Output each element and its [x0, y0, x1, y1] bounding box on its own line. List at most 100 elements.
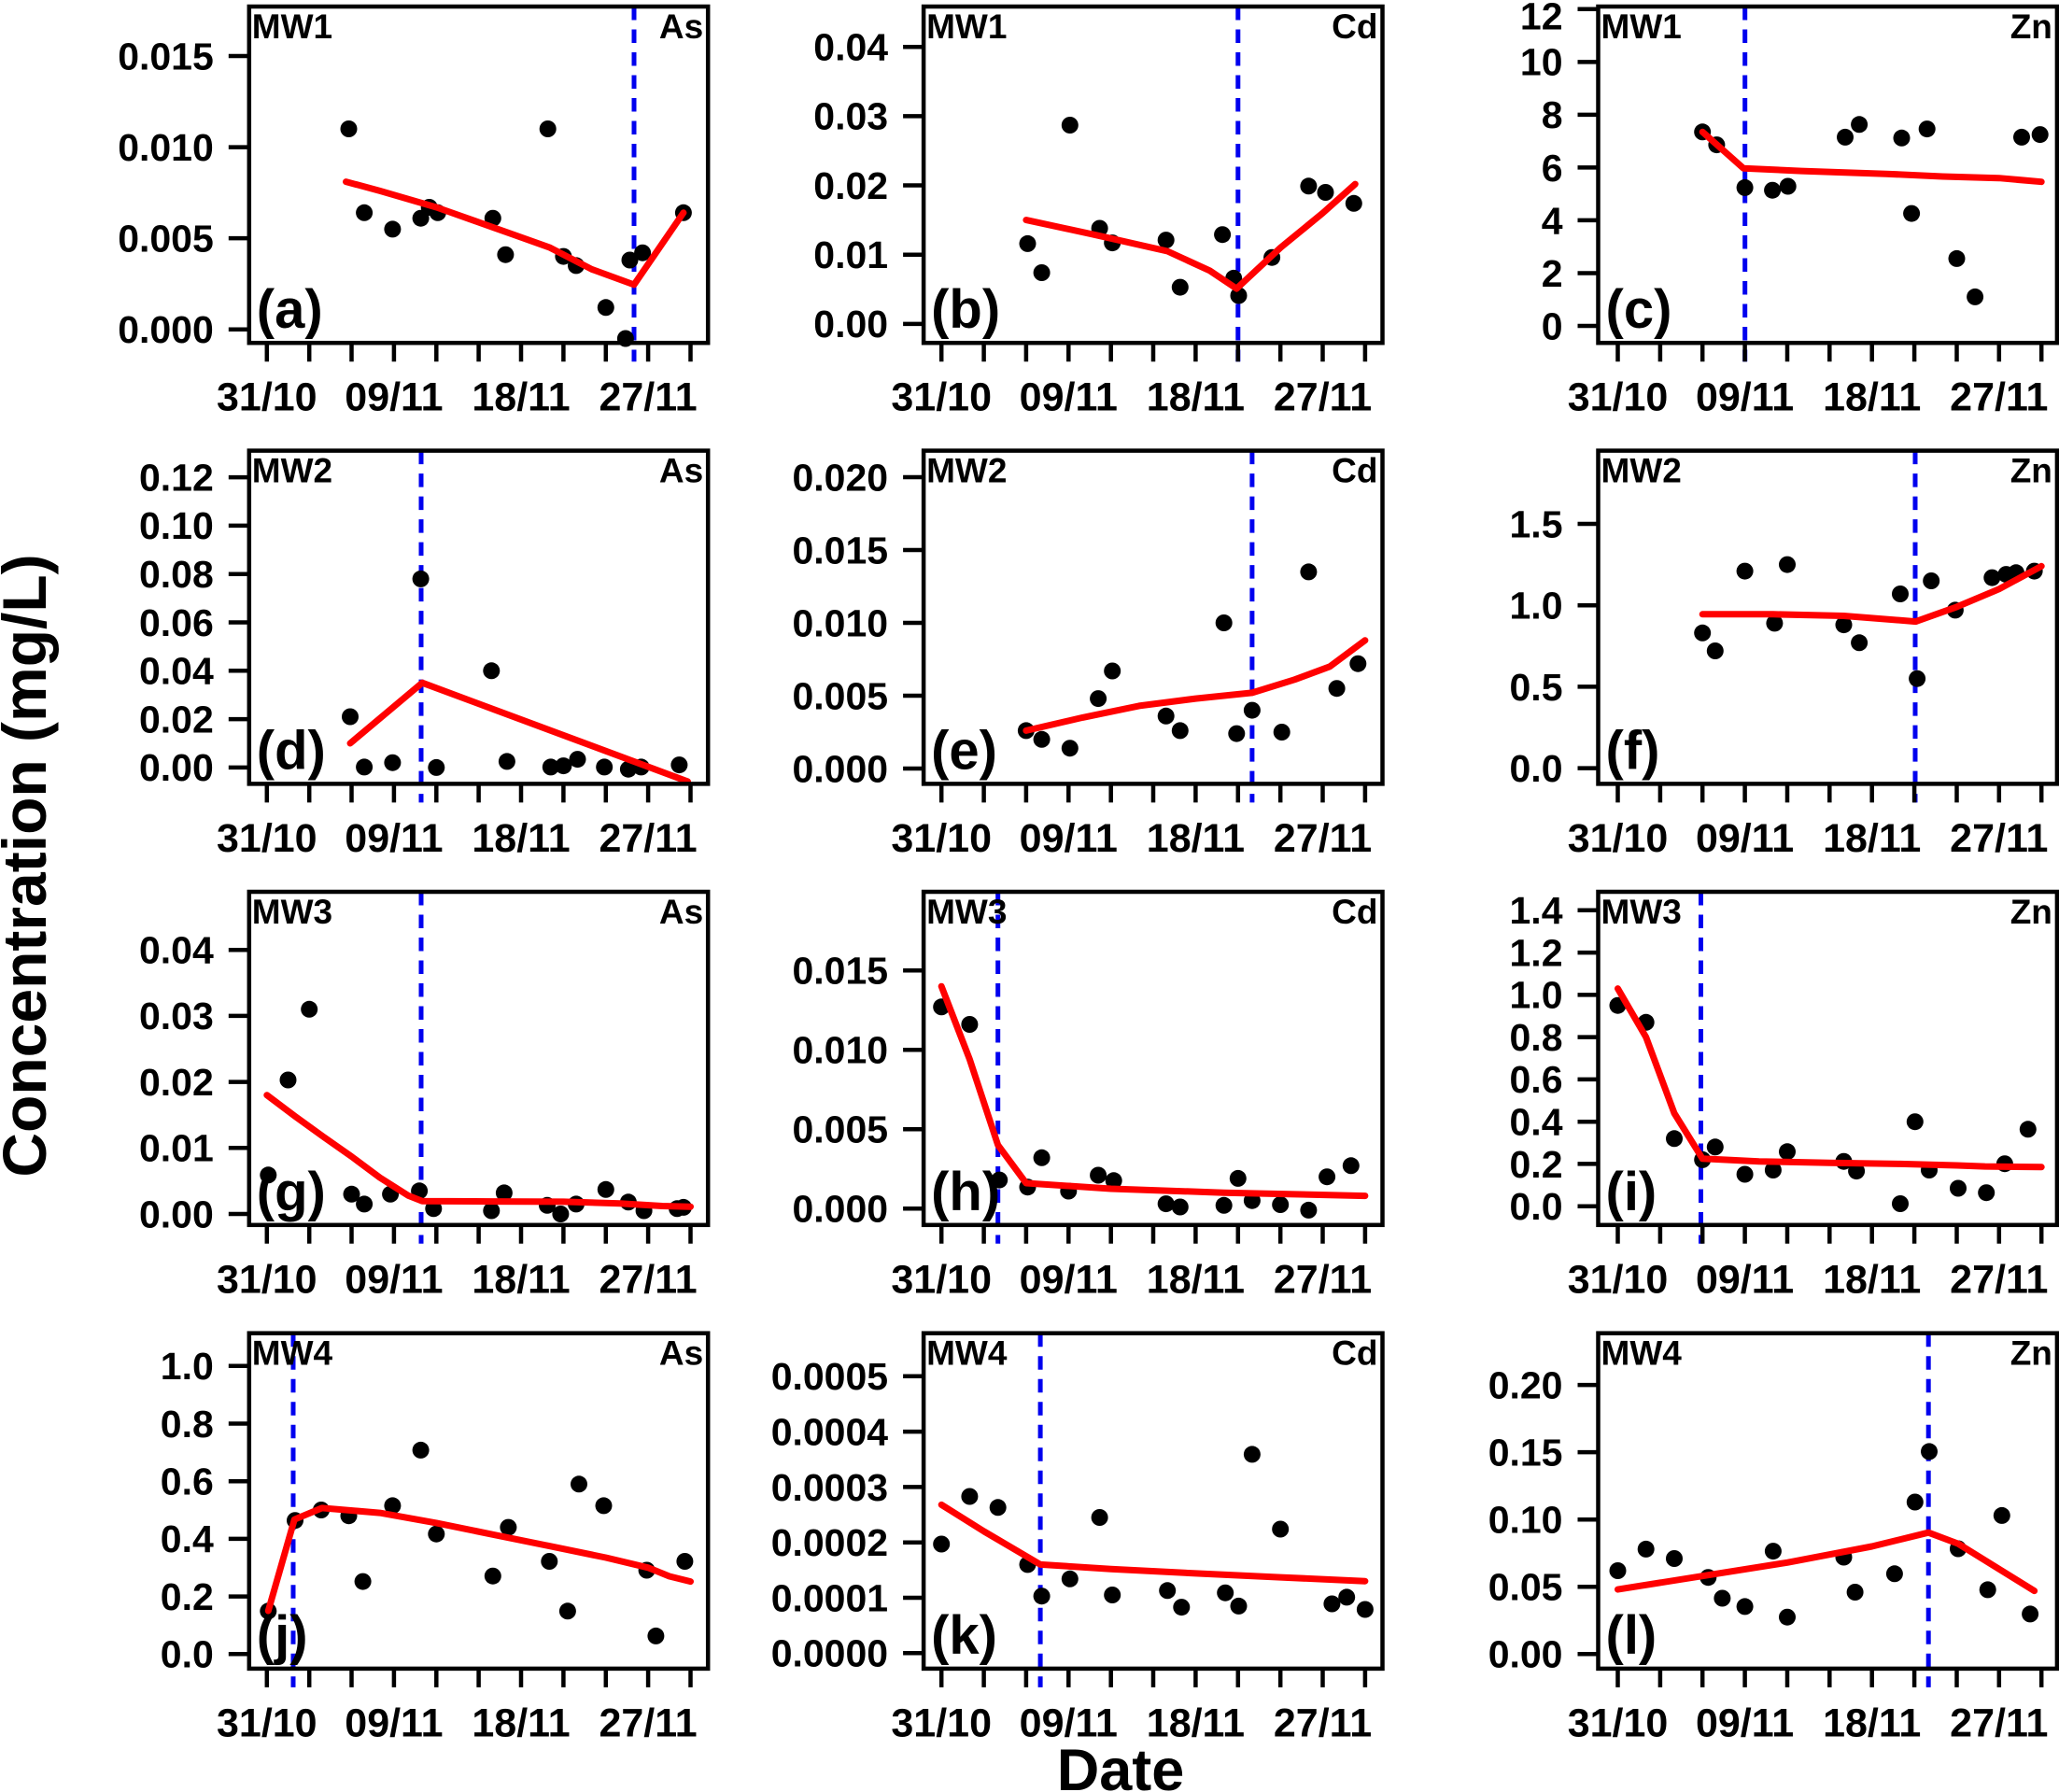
svg-text:09/11: 09/11 — [1020, 1257, 1118, 1302]
svg-text:0.0000: 0.0000 — [771, 1632, 888, 1675]
svg-text:0.010: 0.010 — [118, 126, 214, 169]
svg-text:0.04: 0.04 — [139, 650, 214, 693]
svg-text:0.01: 0.01 — [139, 1127, 214, 1170]
svg-text:09/11: 09/11 — [1696, 1700, 1794, 1745]
svg-text:09/11: 09/11 — [345, 375, 443, 420]
svg-text:31/10: 31/10 — [217, 1700, 317, 1745]
svg-text:0.5: 0.5 — [1510, 666, 1563, 709]
svg-text:0.0: 0.0 — [1510, 747, 1563, 790]
svg-text:31/10: 31/10 — [217, 816, 317, 861]
svg-text:09/11: 09/11 — [345, 1257, 443, 1302]
svg-text:0.010: 0.010 — [792, 1029, 888, 1072]
svg-text:0.0001: 0.0001 — [771, 1576, 888, 1619]
svg-text:0.000: 0.000 — [792, 747, 888, 790]
svg-text:27/11: 27/11 — [1950, 1700, 2048, 1745]
svg-text:0.8: 0.8 — [161, 1403, 214, 1446]
svg-text:0.4: 0.4 — [1510, 1101, 1563, 1144]
svg-text:MW2: MW2 — [252, 452, 332, 490]
svg-text:Concentration (mg/L): Concentration (mg/L) — [0, 554, 59, 1177]
svg-text:(i): (i) — [1606, 1162, 1657, 1222]
svg-text:27/11: 27/11 — [599, 1257, 697, 1302]
svg-text:18/11: 18/11 — [472, 375, 570, 420]
svg-text:MW3: MW3 — [252, 893, 332, 931]
svg-text:18/11: 18/11 — [1147, 1257, 1245, 1302]
svg-text:(l): (l) — [1606, 1605, 1657, 1666]
svg-text:(e): (e) — [931, 720, 997, 781]
svg-text:09/11: 09/11 — [1020, 816, 1118, 861]
svg-text:0.00: 0.00 — [1488, 1633, 1563, 1676]
svg-text:0.015: 0.015 — [792, 950, 888, 993]
svg-text:09/11: 09/11 — [345, 1700, 443, 1745]
svg-text:31/10: 31/10 — [217, 1257, 317, 1302]
svg-text:Zn: Zn — [2010, 893, 2052, 931]
svg-text:31/10: 31/10 — [1568, 375, 1669, 420]
svg-text:0.005: 0.005 — [792, 674, 888, 717]
svg-text:Cd: Cd — [1332, 7, 1377, 46]
svg-text:27/11: 27/11 — [599, 1700, 697, 1745]
svg-text:1.2: 1.2 — [1510, 931, 1563, 974]
svg-text:0.12: 0.12 — [139, 456, 214, 499]
svg-text:MW3: MW3 — [926, 893, 1007, 931]
svg-text:0.015: 0.015 — [118, 35, 214, 78]
svg-text:18/11: 18/11 — [1147, 816, 1245, 861]
svg-text:0.01: 0.01 — [813, 233, 888, 276]
svg-text:31/10: 31/10 — [891, 375, 992, 420]
svg-text:(k): (k) — [931, 1605, 997, 1666]
svg-text:(c): (c) — [1606, 279, 1672, 340]
svg-text:0.03: 0.03 — [139, 995, 214, 1037]
svg-text:As: As — [659, 452, 703, 490]
svg-text:Cd: Cd — [1332, 893, 1377, 931]
svg-text:(f): (f) — [1606, 720, 1660, 781]
svg-text:0.02: 0.02 — [813, 164, 888, 207]
svg-text:0.015: 0.015 — [792, 529, 888, 571]
svg-text:0.6: 0.6 — [1510, 1058, 1563, 1101]
svg-text:18/11: 18/11 — [472, 816, 570, 861]
svg-text:0.02: 0.02 — [139, 698, 214, 741]
svg-text:31/10: 31/10 — [891, 816, 992, 861]
svg-text:27/11: 27/11 — [1274, 375, 1372, 420]
svg-text:MW1: MW1 — [252, 7, 332, 46]
svg-text:0.15: 0.15 — [1488, 1432, 1563, 1475]
svg-text:0.08: 0.08 — [139, 553, 214, 596]
svg-text:Zn: Zn — [2010, 452, 2052, 490]
svg-text:0.6: 0.6 — [161, 1460, 214, 1503]
svg-text:MW4: MW4 — [926, 1334, 1008, 1373]
svg-text:1.0: 1.0 — [1510, 585, 1563, 628]
svg-text:(d): (d) — [257, 720, 326, 781]
svg-text:09/11: 09/11 — [1696, 375, 1794, 420]
svg-text:2: 2 — [1542, 252, 1563, 295]
svg-text:0.2: 0.2 — [161, 1575, 214, 1618]
svg-text:18/11: 18/11 — [1147, 1700, 1245, 1745]
svg-text:MW1: MW1 — [1601, 7, 1682, 46]
svg-text:0.005: 0.005 — [792, 1108, 888, 1151]
svg-text:1.4: 1.4 — [1510, 889, 1563, 932]
svg-text:31/10: 31/10 — [1568, 1257, 1669, 1302]
svg-text:0.04: 0.04 — [139, 929, 214, 972]
svg-text:27/11: 27/11 — [1274, 1257, 1372, 1302]
svg-text:As: As — [659, 893, 703, 931]
svg-text:18/11: 18/11 — [472, 1257, 570, 1302]
svg-text:4: 4 — [1542, 199, 1563, 242]
svg-text:Zn: Zn — [2010, 1334, 2052, 1373]
svg-text:09/11: 09/11 — [1020, 375, 1118, 420]
svg-text:(b): (b) — [931, 279, 1000, 340]
svg-text:Date: Date — [1057, 1738, 1185, 1792]
svg-text:18/11: 18/11 — [1823, 375, 1921, 420]
svg-text:0.0004: 0.0004 — [771, 1410, 889, 1453]
svg-text:0.4: 0.4 — [161, 1517, 214, 1560]
svg-text:12: 12 — [1520, 0, 1563, 38]
svg-text:0.0: 0.0 — [161, 1633, 214, 1676]
svg-text:0.0002: 0.0002 — [771, 1521, 888, 1564]
svg-text:Zn: Zn — [2010, 7, 2052, 46]
svg-text:1.0: 1.0 — [161, 1345, 214, 1388]
svg-text:0.8: 0.8 — [1510, 1016, 1563, 1059]
svg-text:Cd: Cd — [1332, 1334, 1377, 1373]
svg-text:09/11: 09/11 — [1696, 816, 1794, 861]
svg-text:1.0: 1.0 — [1510, 974, 1563, 1017]
svg-text:As: As — [659, 7, 703, 46]
svg-text:Cd: Cd — [1332, 452, 1377, 490]
svg-text:0.02: 0.02 — [139, 1061, 214, 1104]
svg-text:31/10: 31/10 — [891, 1257, 992, 1302]
svg-text:27/11: 27/11 — [1950, 1257, 2048, 1302]
svg-text:(g): (g) — [257, 1162, 326, 1222]
